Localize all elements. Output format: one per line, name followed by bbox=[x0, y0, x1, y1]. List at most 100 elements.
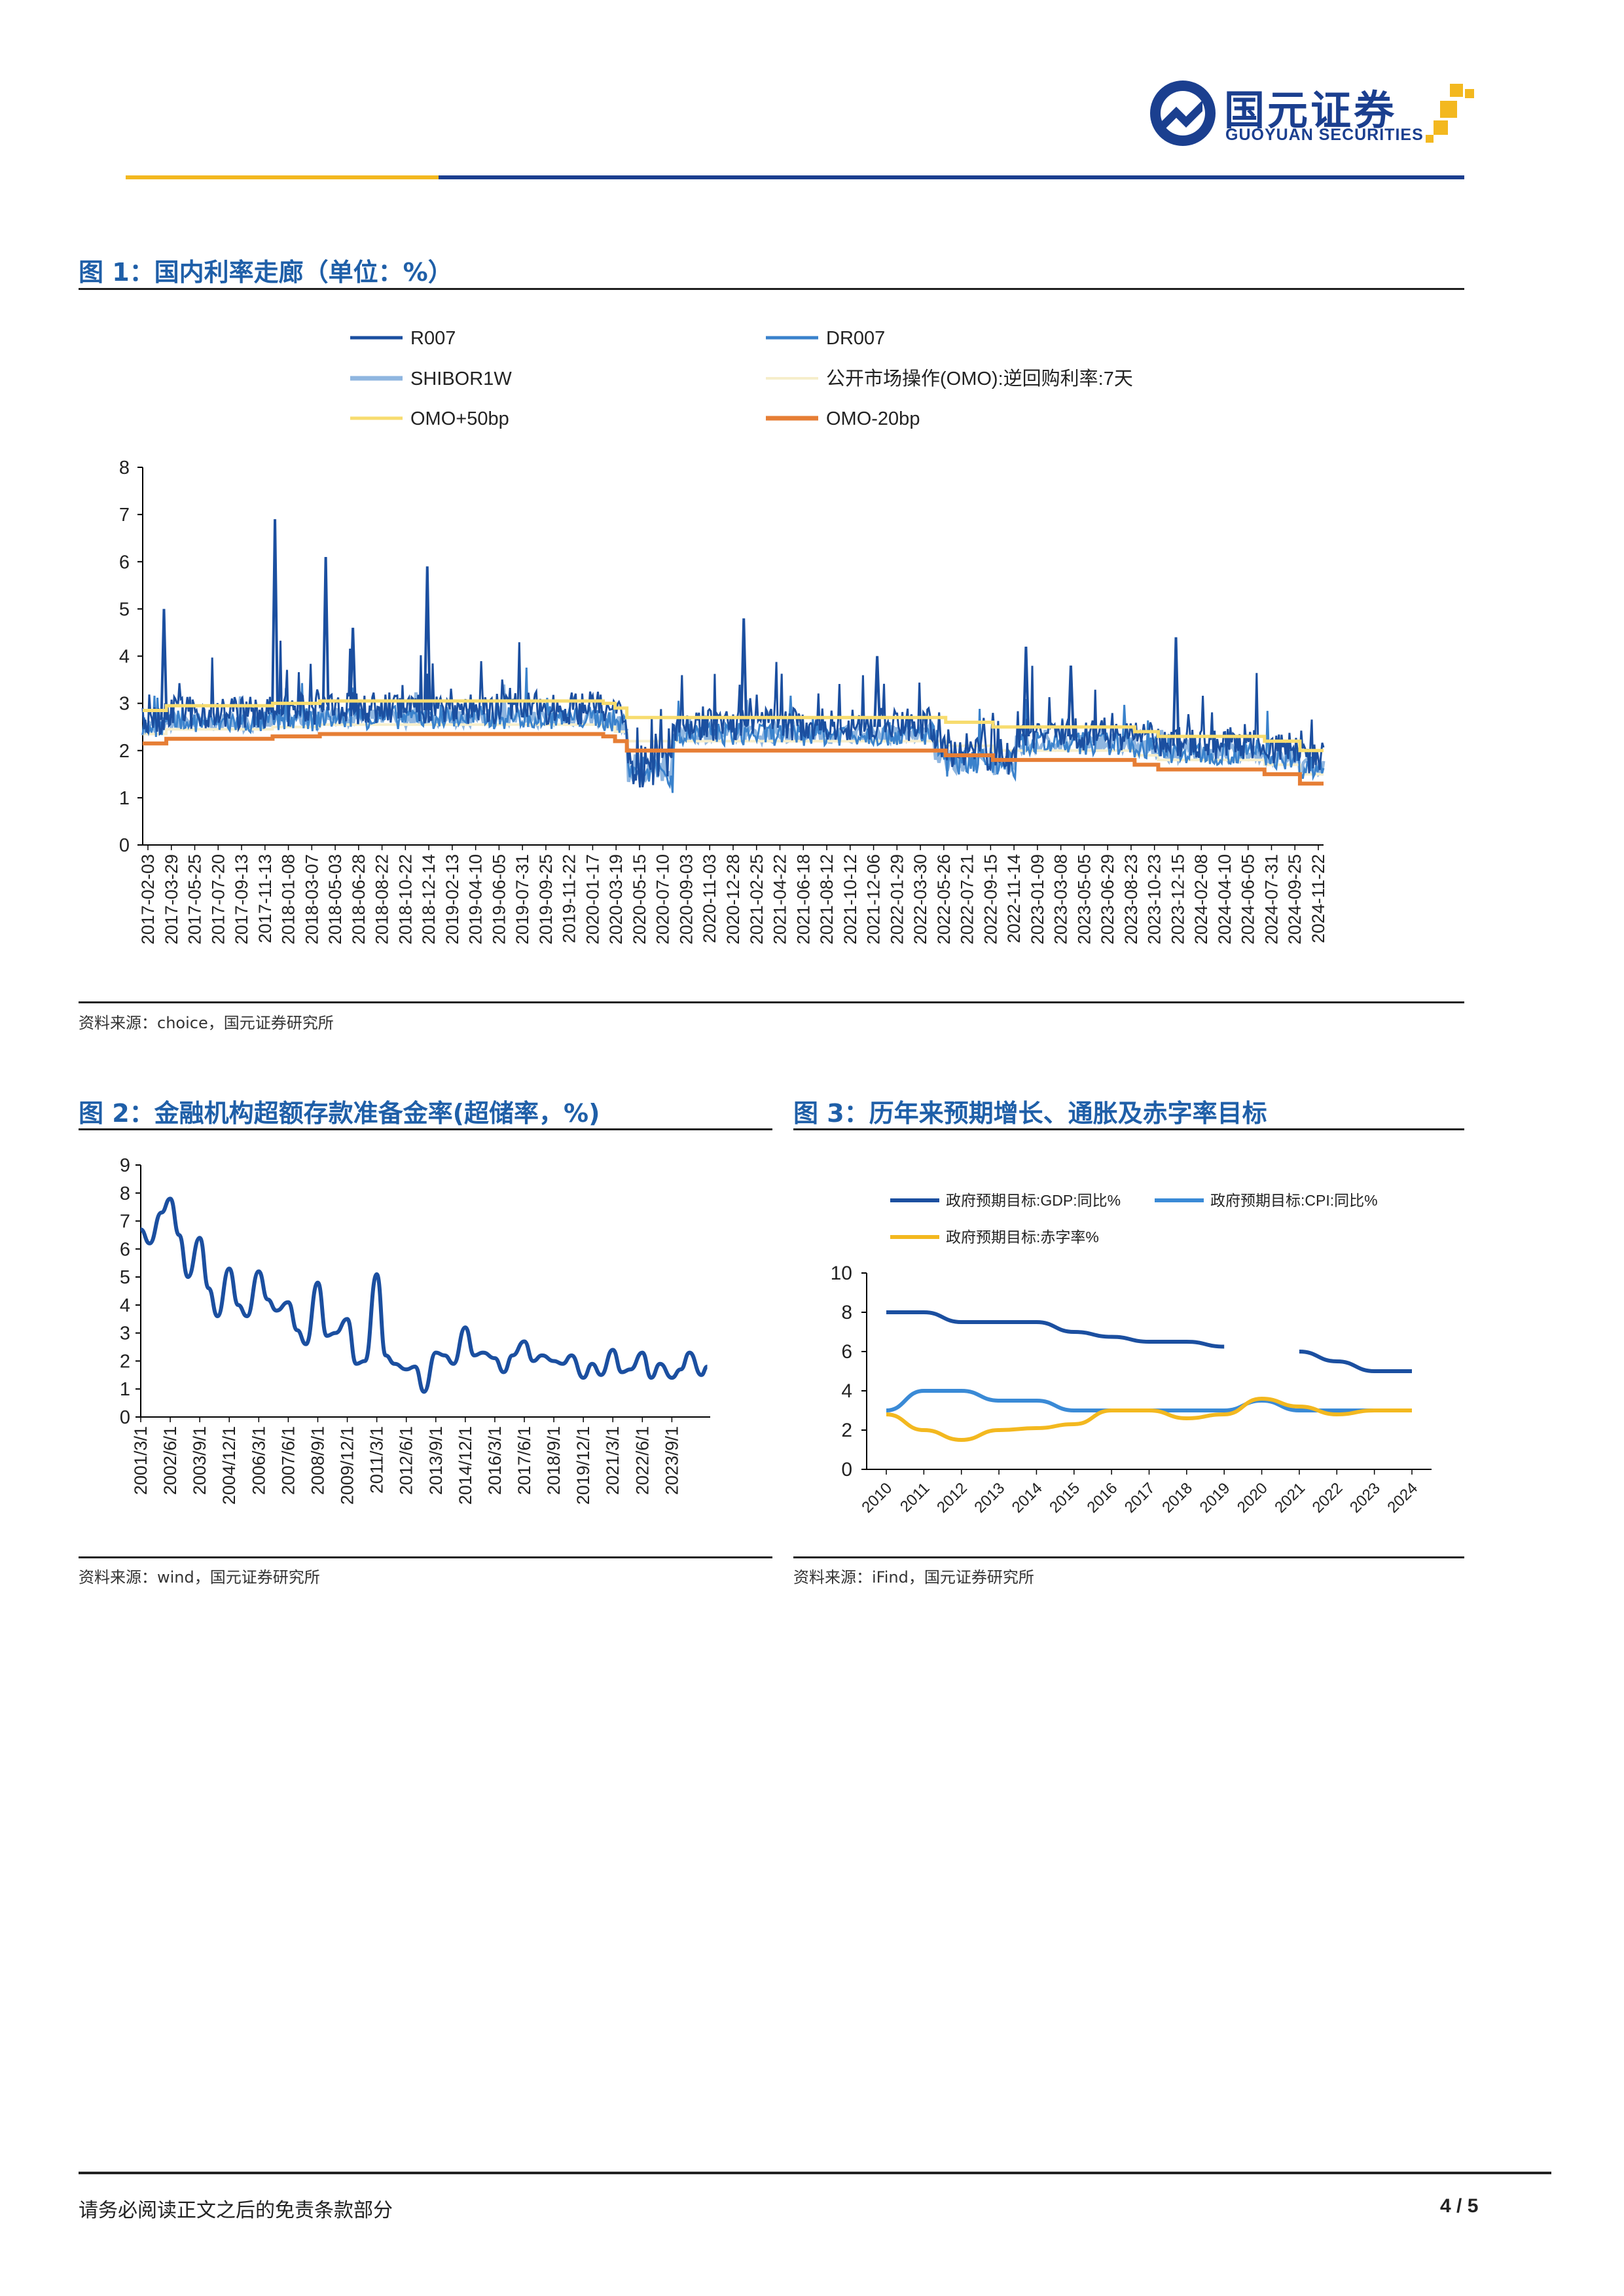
x-tick-label: 2004/12/1 bbox=[219, 1426, 239, 1505]
x-tick-label: 2019/12/1 bbox=[573, 1426, 593, 1505]
x-tick-label: 2023-06-29 bbox=[1098, 854, 1117, 944]
x-tick-label: 2022-07-21 bbox=[958, 854, 977, 944]
x-tick-label: 2024-02-08 bbox=[1191, 854, 1211, 944]
figure-3-top-rule bbox=[793, 1128, 1464, 1130]
x-tick-label: 2022-05-26 bbox=[934, 854, 954, 944]
x-tick-label: 2023-05-05 bbox=[1074, 854, 1094, 944]
x-tick-label: 2017-11-13 bbox=[255, 854, 275, 943]
x-tick-label: 2013/9/1 bbox=[426, 1426, 446, 1495]
header-rule-gold bbox=[126, 175, 439, 179]
header-rule-blue bbox=[439, 175, 1464, 179]
series-line-2 bbox=[886, 1397, 1412, 1442]
legend-label-1: DR007 bbox=[826, 328, 885, 349]
x-tick-label: 2021/3/1 bbox=[603, 1426, 623, 1495]
x-tick-label: 2021 bbox=[1271, 1479, 1308, 1516]
legend-label-2: 政府预期目标:赤字率% bbox=[946, 1229, 1099, 1246]
x-tick-label: 2012/6/1 bbox=[397, 1426, 416, 1495]
r007-spike bbox=[160, 609, 168, 720]
x-tick-label: 2019-02-13 bbox=[442, 854, 462, 944]
r007-spike bbox=[1066, 665, 1075, 737]
x-tick-label: 2007/6/1 bbox=[278, 1426, 298, 1495]
legend-label-4: OMO+50bp bbox=[410, 408, 509, 429]
x-tick-label: 2021-08-12 bbox=[817, 854, 837, 944]
y-tick-label: 8 bbox=[120, 1183, 130, 1204]
x-tick-label: 2017-07-20 bbox=[208, 854, 228, 944]
y-tick-label: 5 bbox=[120, 1267, 130, 1288]
x-tick-label: 2020-01-17 bbox=[583, 854, 602, 944]
guoyuan-logo-icon bbox=[1150, 81, 1216, 146]
x-tick-label: 2022-01-29 bbox=[887, 854, 907, 944]
x-tick-label: 2017/6/1 bbox=[514, 1426, 534, 1495]
x-tick-label: 2022-11-14 bbox=[1004, 854, 1024, 943]
figure-2-top-rule bbox=[79, 1128, 772, 1130]
y-tick-label: 2 bbox=[841, 1420, 852, 1441]
x-tick-label: 2020-11-03 bbox=[700, 854, 719, 943]
star-ornament-icon bbox=[1426, 84, 1474, 143]
x-tick-label: 2022-09-15 bbox=[981, 854, 1000, 944]
r007-spike bbox=[349, 628, 357, 711]
x-tick-label: 2023 bbox=[1346, 1479, 1384, 1516]
legend-label-3: 公开市场操作(OMO):逆回购利率:7天 bbox=[826, 368, 1133, 389]
r007-spike bbox=[1172, 637, 1180, 746]
figure-2-bottom-rule bbox=[79, 1556, 772, 1558]
r007-spike bbox=[873, 656, 882, 727]
x-tick-label: 2021-04-22 bbox=[770, 854, 790, 944]
footer-disclaimer: 请务必阅读正文之后的免责条款部分 bbox=[79, 2199, 393, 2222]
figure-2-chart: 0 1 2 3 4 5 6 7 8 9 2001/3/1 2002/6/1 2003/9/1 2004/1… bbox=[120, 1155, 710, 1505]
legend-label-0: R007 bbox=[410, 328, 456, 349]
x-tick-label: 2018-05-03 bbox=[325, 854, 345, 944]
x-tick-label: 2017 bbox=[1121, 1479, 1159, 1516]
x-tick-label: 2024-11-22 bbox=[1308, 854, 1328, 943]
x-tick-label: 2018-01-08 bbox=[279, 854, 298, 944]
x-tick-label: 2024-07-31 bbox=[1261, 854, 1281, 944]
omo-minus-20bp-line bbox=[143, 732, 1324, 786]
figure-3-chart: 政府预期目标:GDP:同比% 政府预期目标:CPI:同比% 政府预期目标:赤字率% 0… bbox=[831, 1192, 1432, 1516]
x-tick-label: 2017-03-29 bbox=[162, 854, 181, 944]
y-tick-label: 1 bbox=[120, 1379, 130, 1400]
company-name-cn: 国元证券 bbox=[1224, 86, 1398, 134]
x-tick-label: 2017-05-25 bbox=[185, 854, 205, 944]
x-tick-label: 2020-03-19 bbox=[606, 854, 626, 944]
legend-label-0: 政府预期目标:GDP:同比% bbox=[946, 1192, 1121, 1209]
r007-spike bbox=[423, 566, 431, 711]
y-tick-label: 4 bbox=[120, 1295, 130, 1316]
x-tick-label: 2016 bbox=[1084, 1479, 1121, 1516]
r007-spike bbox=[1022, 647, 1030, 737]
y-tick-label: 2 bbox=[120, 1351, 130, 1372]
y-tick-label: 3 bbox=[120, 1323, 130, 1344]
x-tick-label: 2018-03-07 bbox=[302, 854, 321, 944]
legend-label-1: 政府预期目标:CPI:同比% bbox=[1210, 1192, 1378, 1209]
figure-1-chart: R007 DR007 SHIBOR1W 公开市场操作(OMO):逆回购利率:7天 OMO… bbox=[119, 328, 1328, 944]
x-tick-label: 2022/6/1 bbox=[632, 1426, 652, 1495]
y-tick-label: 7 bbox=[120, 1211, 130, 1232]
x-tick-label: 2016/3/1 bbox=[485, 1426, 505, 1495]
x-tick-label: 2021-06-18 bbox=[793, 854, 813, 944]
x-tick-label: 2006/3/1 bbox=[249, 1426, 268, 1495]
y-tick-label: 0 bbox=[841, 1459, 852, 1480]
header: 国元证券 GUOYUAN SECURITIES bbox=[0, 0, 1624, 190]
x-tick-label: 2021-12-06 bbox=[864, 854, 884, 944]
x-tick-label: 2020-09-03 bbox=[676, 854, 696, 944]
figure-3-source: 资料来源：iFind，国元证券研究所 bbox=[793, 1568, 1034, 1587]
figure-3-title: 图 3：历年来预期增长、通胀及赤字率目标 bbox=[793, 1099, 1267, 1128]
x-tick-label: 2021-10-12 bbox=[840, 854, 860, 944]
r007-spike bbox=[271, 519, 280, 713]
x-tick-label: 2020-05-15 bbox=[630, 854, 649, 944]
x-tick-label: 2020-07-10 bbox=[653, 854, 673, 944]
x-tick-label: 2023-01-09 bbox=[1028, 854, 1047, 944]
figure-1-bottom-rule bbox=[79, 1001, 1464, 1003]
x-tick-label: 2019-11-22 bbox=[560, 854, 579, 943]
y-tick-label: 10 bbox=[831, 1263, 852, 1284]
r007-line bbox=[141, 640, 1325, 788]
x-tick-label: 2022 bbox=[1309, 1479, 1346, 1516]
x-tick-label: 2012 bbox=[933, 1479, 971, 1516]
x-tick-label: 2019-04-10 bbox=[466, 854, 486, 944]
legend-label-2: SHIBOR1W bbox=[410, 368, 512, 389]
x-tick-label: 2022-03-30 bbox=[911, 854, 930, 944]
y-tick-label: 6 bbox=[119, 552, 130, 573]
x-tick-label: 2017-02-03 bbox=[138, 854, 158, 944]
series-line-0 bbox=[886, 1310, 1412, 1373]
x-tick-label: 2011/3/1 bbox=[367, 1426, 387, 1494]
x-tick-label: 2023-12-15 bbox=[1168, 854, 1187, 944]
page-number: 4 / 5 bbox=[1440, 2195, 1479, 2217]
